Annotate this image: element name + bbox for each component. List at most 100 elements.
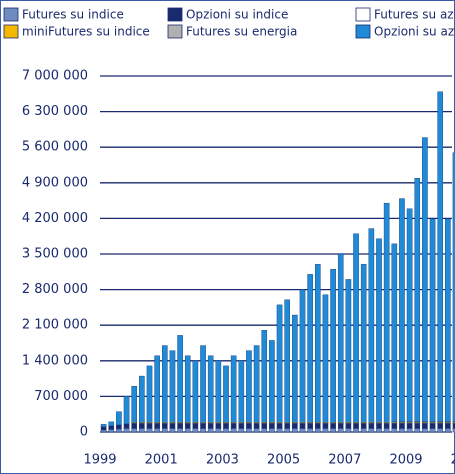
x-tick-label: 1999 <box>83 453 116 468</box>
y-tick-label: 0 <box>80 425 88 440</box>
bar-segment <box>292 314 298 423</box>
bar-segment <box>399 428 405 433</box>
bar-segment <box>230 355 237 423</box>
bar-segment <box>139 375 145 423</box>
bar-segment <box>422 428 428 433</box>
bar-segment <box>238 423 245 429</box>
bar-segment <box>146 365 153 423</box>
x-tick-label: 2003 <box>206 453 239 468</box>
bar-segment <box>284 299 291 423</box>
bar-segment <box>406 428 413 433</box>
bar-segment <box>207 355 214 423</box>
bar-segment <box>200 345 206 423</box>
bar-segment <box>192 423 199 429</box>
bar-segment <box>422 137 428 422</box>
bar-segment <box>299 423 306 429</box>
bar-segment <box>360 423 367 429</box>
bar-segment <box>360 263 367 423</box>
bar-segment <box>108 421 115 427</box>
bar-segment <box>161 428 168 433</box>
bar-segment <box>131 386 138 423</box>
bar-segment <box>376 428 382 433</box>
bar-segment <box>399 423 405 429</box>
bar-segment <box>307 423 313 429</box>
bar-segment <box>215 423 222 429</box>
bar-segment <box>261 423 268 429</box>
y-tick-label: 700 000 <box>34 389 88 404</box>
bar-segment <box>322 423 329 429</box>
bar-segment <box>330 428 336 433</box>
bar-segment <box>429 428 436 433</box>
bar-segment <box>284 428 291 433</box>
x-tick-label: 2005 <box>267 453 300 468</box>
bar-segment <box>276 304 283 423</box>
bar-segment <box>353 233 359 423</box>
bar-segment <box>452 423 455 429</box>
bar-segment <box>116 428 122 433</box>
bar-segment <box>445 218 451 422</box>
bar-segment <box>330 269 336 423</box>
bar-segment <box>131 428 138 433</box>
bar-segment <box>452 422 455 424</box>
bar-segment <box>353 428 359 433</box>
bar-segment <box>315 428 321 433</box>
bar-segment <box>345 279 352 423</box>
y-tick-label: 6 300 000 <box>22 104 88 119</box>
bar-segment <box>177 423 183 429</box>
bar-segment <box>246 428 252 433</box>
bar-segment <box>330 423 336 429</box>
y-tick-label: 2 100 000 <box>22 318 88 333</box>
y-tick-label: 3 500 000 <box>22 247 88 262</box>
bar-segment <box>139 428 145 433</box>
legend-swatch <box>167 7 183 22</box>
bar-segment <box>383 423 390 429</box>
bar-segment <box>261 428 268 433</box>
bar-segment <box>177 428 183 433</box>
legend-label: Futures su azioni <box>374 8 455 22</box>
bar-segment <box>177 335 183 423</box>
bar-segment <box>391 243 398 423</box>
bar-segment <box>429 423 436 429</box>
bar-segment <box>184 355 191 423</box>
bar-segment <box>146 428 153 433</box>
bar-segment <box>452 421 455 423</box>
bar-segment <box>445 423 451 429</box>
bar-segment <box>414 178 421 422</box>
bar-segment <box>437 423 444 429</box>
bar-segment <box>422 423 428 429</box>
bar-segment <box>437 428 444 433</box>
bar-segment <box>253 345 260 423</box>
y-tick-label: 7 000 000 <box>22 69 88 84</box>
x-tick-label: 2007 <box>328 453 361 468</box>
bar-segment <box>276 428 283 433</box>
bar-segment <box>169 423 176 429</box>
bar-segment <box>322 294 329 423</box>
legend-swatch <box>355 7 371 22</box>
y-tick-label: 1 400 000 <box>22 353 88 368</box>
bar-segment <box>376 423 382 429</box>
bar-segment <box>131 423 138 429</box>
legend-label: Opzioni su azioni <box>374 25 455 39</box>
bar-segment <box>376 238 382 423</box>
bar-segment <box>200 428 206 433</box>
legend-label: Futures su indice <box>22 8 124 22</box>
legend-label: Futures su energia <box>186 25 297 39</box>
x-tick-label: 2001 <box>145 453 178 468</box>
bar-segment <box>223 423 229 429</box>
bar-segment <box>391 423 398 429</box>
bar-segment <box>146 423 153 429</box>
bar-segment <box>452 152 455 422</box>
bar-segment <box>299 289 306 423</box>
bar-segment <box>269 423 275 429</box>
bar-segment <box>269 428 275 433</box>
bar-segment <box>345 423 352 429</box>
bar-segment <box>292 428 298 433</box>
bar-segment <box>154 428 160 433</box>
bar-segment <box>161 345 168 423</box>
legend-swatch <box>167 24 183 39</box>
bar-segment <box>322 428 329 433</box>
y-tick-label: 4 900 000 <box>22 175 88 190</box>
bar-segment <box>200 423 206 429</box>
bar-segment <box>192 360 199 423</box>
x-tick-label: 2011 <box>451 453 455 468</box>
